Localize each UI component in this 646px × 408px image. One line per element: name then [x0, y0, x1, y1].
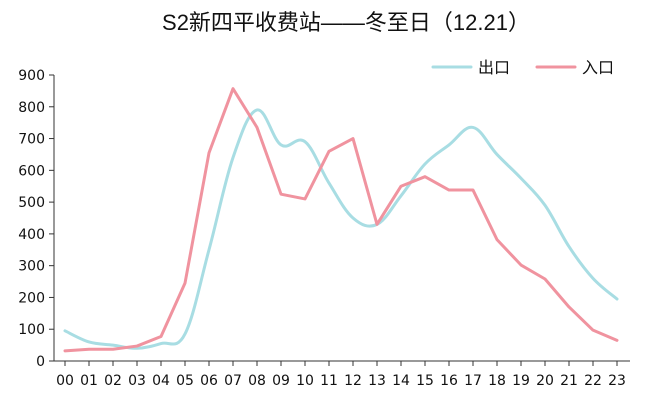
- y-tick-label: 900: [18, 68, 45, 84]
- y-tick-label: 800: [18, 100, 45, 116]
- x-tick-label: 03: [128, 373, 146, 389]
- x-tick-label: 05: [176, 373, 194, 389]
- x-tick-label: 01: [80, 373, 98, 389]
- x-tick-label: 18: [488, 373, 506, 389]
- y-tick-label: 500: [18, 195, 45, 211]
- x-tick-label: 16: [440, 373, 458, 389]
- x-tick-label: 23: [608, 373, 626, 389]
- x-tick-label: 00: [56, 373, 74, 389]
- y-tick-label: 700: [18, 132, 45, 148]
- y-tick-label: 300: [18, 259, 45, 275]
- x-tick-label: 02: [104, 373, 122, 389]
- x-tick-label: 14: [392, 373, 410, 389]
- legend: 出口 入口: [431, 58, 614, 77]
- y-tick-label: 200: [18, 290, 45, 306]
- x-tick-label: 12: [344, 373, 362, 389]
- y-tick-label: 0: [36, 354, 45, 370]
- x-tick-label: 15: [416, 373, 434, 389]
- chart-title: S2新四平收费站——冬至日（12.21）: [162, 10, 530, 35]
- x-tick-label: 21: [560, 373, 578, 389]
- x-tick-label: 19: [512, 373, 530, 389]
- x-tick-label: 11: [320, 373, 338, 389]
- x-tick-label: 10: [296, 373, 314, 389]
- x-tick-label: 22: [584, 373, 602, 389]
- x-tick-label: 20: [536, 373, 554, 389]
- y-tick-label: 400: [18, 227, 45, 243]
- x-tick-label: 04: [152, 373, 170, 389]
- x-tick-label: 07: [224, 373, 242, 389]
- x-tick-label: 17: [464, 373, 482, 389]
- legend-label-0: 出口: [478, 58, 510, 77]
- x-tick-label: 09: [272, 373, 290, 389]
- axes: 0 100 200 300 400 500 600 700 800 900 00 01 02 03 04 05…: [18, 68, 630, 389]
- series-layer: [63, 87, 619, 353]
- y-tick-label: 600: [18, 163, 45, 179]
- y-tick-label: 100: [18, 322, 45, 338]
- legend-label-1: 入口: [582, 58, 614, 77]
- x-tick-label: 06: [200, 373, 218, 389]
- series-line-1: [63, 87, 619, 353]
- x-tick-label: 13: [368, 373, 386, 389]
- series-line-0: [63, 108, 619, 350]
- x-tick-label: 08: [248, 373, 266, 389]
